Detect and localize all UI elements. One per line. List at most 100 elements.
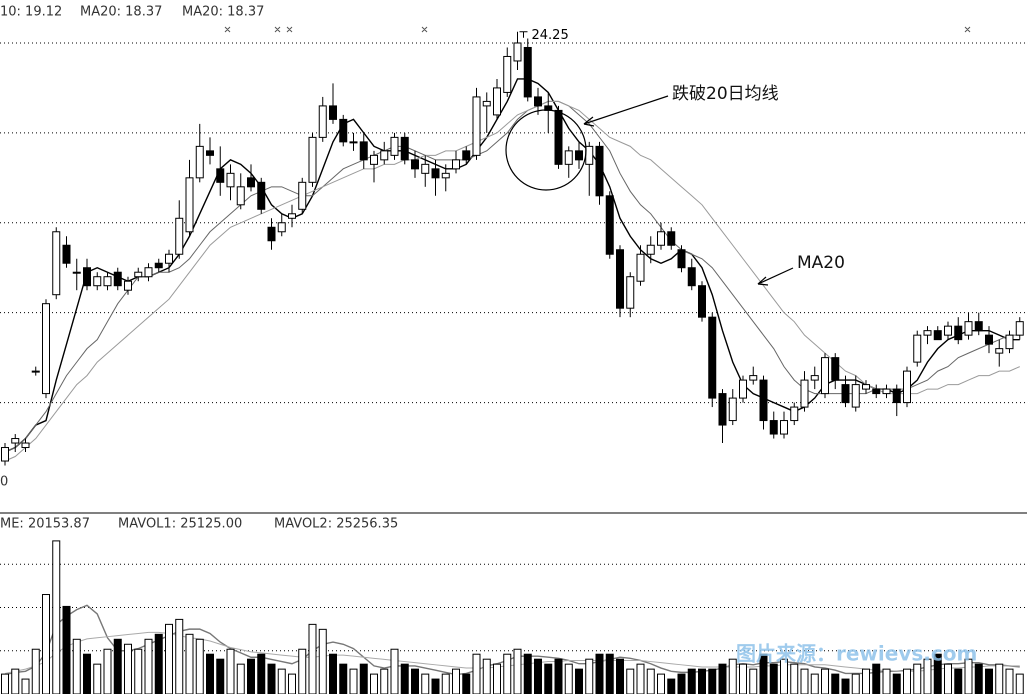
candle-body: [667, 231, 676, 246]
candle-body: [103, 276, 112, 287]
candle-body: [72, 271, 81, 274]
candle-body: [411, 159, 419, 170]
candle-body: [400, 136, 409, 161]
volume-bar: [62, 605, 71, 694]
volume-bar: [1015, 673, 1024, 694]
volume-bar: [575, 668, 583, 694]
volume-bar: [134, 648, 143, 694]
volume-bar: [564, 663, 573, 694]
volume-bar: [31, 648, 40, 694]
volume-bar: [482, 658, 491, 694]
arrow-head: [757, 276, 769, 286]
volume-bar: [359, 663, 368, 694]
volume-bar: [42, 594, 50, 694]
volume-bar: [554, 658, 563, 694]
volume-bar: [298, 648, 307, 694]
volume-bar: [995, 663, 1004, 694]
volume-bar: [728, 658, 737, 694]
volume-bar: [1, 673, 9, 694]
volume-bar: [595, 653, 604, 694]
candle-body: [431, 168, 440, 179]
volume-bar: [339, 663, 348, 694]
annotation-text: MA20: [797, 253, 845, 273]
candle-body: [851, 384, 860, 408]
annotation-text: 跌破20日均线: [672, 84, 779, 104]
volume-bar: [144, 638, 153, 694]
candle-body: [605, 195, 614, 255]
highlight-circle: [505, 109, 587, 191]
candle-body: [974, 321, 983, 332]
volume-bar: [195, 638, 204, 694]
candle-body: [113, 271, 122, 287]
volume-bar: [759, 653, 768, 694]
event-markers: [224, 26, 971, 33]
volume-bar: [944, 663, 952, 694]
volume-bar: [677, 673, 686, 694]
volume-bar: [790, 663, 799, 694]
volume-bar: [923, 658, 932, 694]
volume-bar: [349, 668, 358, 694]
volume-bar: [851, 673, 860, 694]
volume-bar: [52, 540, 61, 694]
candle-body: [390, 136, 399, 156]
volume-header: ME: 20153.87: [0, 517, 90, 532]
candle-body: [247, 177, 255, 188]
candle-body: [462, 150, 471, 161]
volume-bar: [165, 623, 173, 694]
candle-body: [62, 244, 71, 264]
candle-body: [1, 447, 9, 462]
volume-header: MAVOL1: 25125.00: [118, 517, 242, 532]
candle-body: [595, 145, 604, 197]
candle-body: [441, 172, 450, 179]
candle-body: [216, 168, 225, 183]
candle-body: [11, 438, 20, 444]
volume-bar: [585, 658, 594, 694]
volume-bar: [810, 673, 819, 694]
volume-bar: [841, 678, 850, 694]
candle-body: [226, 172, 235, 188]
candle-body: [267, 226, 276, 242]
volume-bar: [124, 643, 132, 694]
volume-bar: [21, 678, 30, 694]
candle-body: [195, 145, 204, 179]
moving-average-line: [4, 604, 1020, 676]
candle-body: [349, 141, 358, 144]
volume-bar: [288, 673, 296, 694]
volume-bar: [687, 668, 696, 694]
volume-bar: [226, 648, 235, 694]
candle-body: [585, 145, 594, 165]
volume-bar: [103, 648, 112, 694]
candle-body: [739, 379, 747, 399]
volume-bar: [154, 633, 163, 694]
candle-body: [124, 280, 132, 291]
volume-bar: [236, 663, 245, 694]
candle-body: [421, 163, 430, 174]
candle-body: [21, 442, 30, 449]
candle-body: [380, 150, 389, 161]
volume-bar: [821, 668, 829, 694]
candle-body: [913, 334, 922, 363]
volume-bar: [185, 633, 194, 694]
candle-body: [31, 370, 40, 373]
volume-bar: [175, 618, 184, 694]
moving-average-line: [4, 631, 1020, 674]
volume-bar: [441, 673, 450, 694]
candle-body: [800, 379, 809, 408]
volume-bar: [872, 663, 881, 694]
candle-body: [452, 159, 460, 170]
candle-body: [780, 420, 788, 435]
volume-bar: [769, 663, 778, 694]
candle-body: [1005, 334, 1014, 350]
candle-body: [472, 96, 481, 156]
candle-body: [903, 370, 911, 404]
price-header: MA20: 18.37: [182, 5, 264, 20]
candle-body: [759, 379, 768, 422]
candle-body: [288, 213, 296, 219]
candle-body: [523, 46, 532, 98]
candle-body: [370, 154, 378, 165]
candle-body: [882, 388, 891, 395]
volume-bar: [718, 663, 727, 694]
annotation-arrow: [583, 95, 669, 125]
volume-bar: [985, 668, 993, 694]
